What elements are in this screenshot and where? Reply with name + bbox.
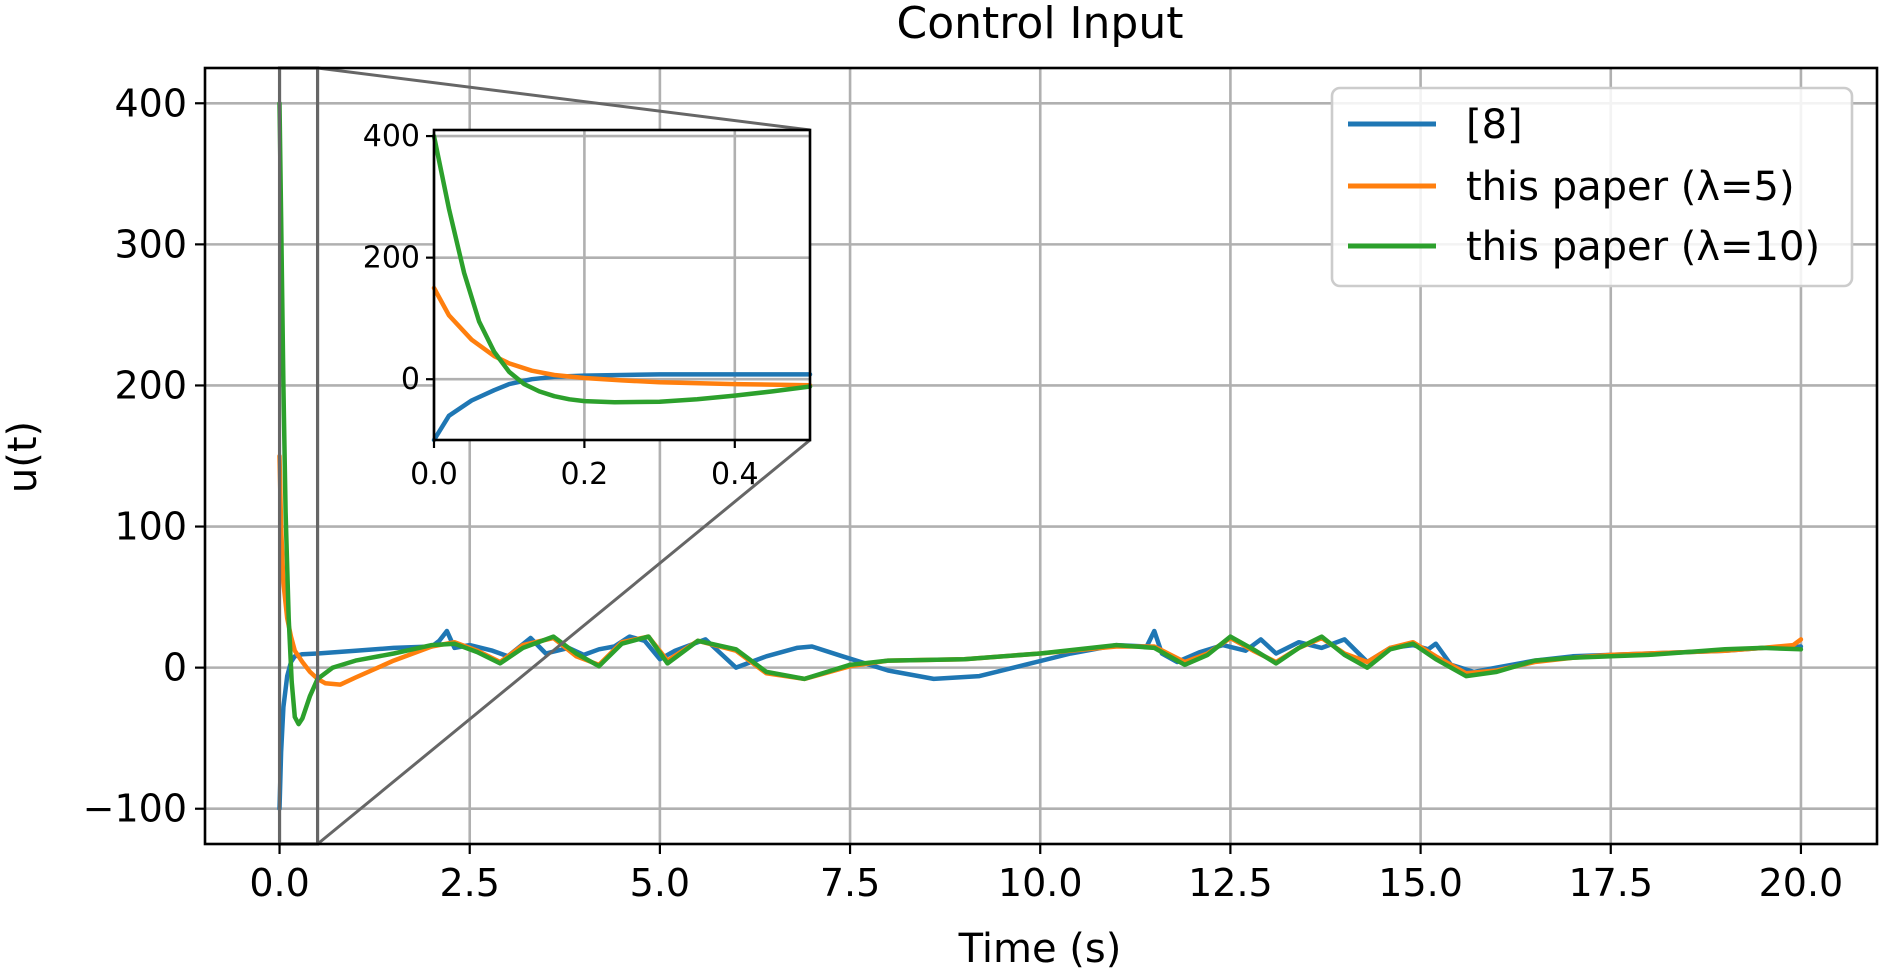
inset-frame (432, 128, 812, 442)
series-line-0 (277, 628, 1804, 811)
y-tick-label: −100 (83, 787, 187, 831)
main-axis-ticks: 0.0 2.5 5.0 7.5 10.0 12.5 15.0 17.5 20.0 −100 0 100… (83, 81, 1844, 905)
inset-y-tick-label: 400 (363, 119, 420, 154)
y-tick-label: 400 (114, 81, 187, 125)
legend-label-lambda-10: this paper (λ=10) (1466, 224, 1820, 270)
x-tick-label: 15.0 (1378, 861, 1463, 905)
x-tick-label: 12.5 (1188, 861, 1273, 905)
x-tick-label: 7.5 (820, 861, 880, 905)
inset-axis-ticks: 0.0 0.2 0.4 0 200 400 (363, 119, 759, 492)
y-tick-label: 200 (114, 363, 187, 407)
zoom-connector-top (317, 66, 811, 132)
zoom-connector-bottom (316, 438, 811, 846)
y-tick-label: 300 (114, 222, 187, 266)
x-tick-label: 5.0 (630, 861, 690, 905)
x-tick-label: 0.0 (249, 861, 309, 905)
legend-label-series-8: [8] (1466, 102, 1523, 148)
legend-box (1330, 86, 1854, 288)
inset-series-line-1 (431, 285, 813, 388)
y-tick-label: 0 (163, 646, 187, 690)
series-line-2 (277, 101, 1804, 727)
inset-x-tick-label: 0.4 (711, 457, 759, 492)
inset-zoom-plot: 0.0 0.2 0.4 0 200 400 (363, 119, 813, 492)
inset-x-tick-label: 0.2 (561, 457, 609, 492)
x-axis-label: Time (s) (958, 926, 1122, 972)
legend: [8] this paper (λ=5) this paper (λ=10) (1330, 86, 1854, 288)
chart-title: Control Input (897, 0, 1184, 49)
inset-series-line-2 (431, 133, 813, 405)
inset-y-tick-label: 200 (363, 241, 420, 276)
inset-x-tick-label: 0.0 (410, 457, 458, 492)
main-series-group (277, 101, 1804, 811)
x-tick-label: 17.5 (1568, 861, 1653, 905)
x-tick-label: 10.0 (998, 861, 1083, 905)
inset-series-line-0 (431, 372, 813, 443)
inset-y-tick-label: 0 (401, 362, 420, 397)
inset-series-group (431, 133, 813, 443)
x-tick-label: 20.0 (1759, 861, 1844, 905)
legend-label-lambda-5: this paper (λ=5) (1466, 164, 1795, 210)
y-axis-label: u(t) (0, 421, 46, 493)
x-tick-label: 2.5 (440, 861, 500, 905)
y-tick-label: 100 (114, 505, 187, 549)
